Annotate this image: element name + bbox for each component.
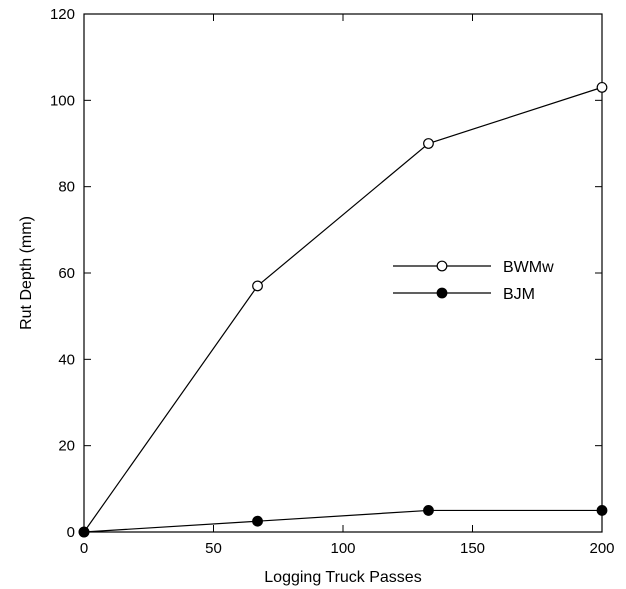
series-line-bjm (83, 509, 602, 533)
data-point-bjm (78, 526, 90, 538)
legend: BWMw BJM (393, 259, 554, 303)
legend-marker-bwmw (436, 260, 448, 272)
x-tick-label: 200 (589, 540, 614, 557)
data-point-bwmw (596, 81, 608, 93)
y-tick-label: 0 (67, 524, 75, 541)
legend-label-bwmw: BWMw (503, 259, 554, 276)
series-layer (78, 81, 608, 538)
y-tick-label: 100 (50, 92, 75, 109)
x-tick-label: 150 (460, 540, 485, 557)
x-tick-label: 50 (205, 540, 222, 557)
data-point-bjm (596, 505, 608, 516)
legend-label-bjm: BJM (503, 286, 535, 303)
y-tick-label: 20 (58, 438, 75, 455)
y-tick-label: 40 (58, 351, 75, 368)
series-line-bwmw (83, 86, 603, 533)
y-tick-label: 120 (50, 6, 75, 23)
x-tick-label: 0 (80, 540, 88, 557)
legend-marker-bjm (436, 287, 448, 299)
data-point-bwmw (423, 138, 434, 149)
y-axis-ticks: 0 20 40 60 80 100 120 (50, 6, 602, 541)
data-point-bjm (423, 505, 434, 516)
data-point-bwmw (252, 280, 263, 292)
y-tick-label: 60 (58, 265, 75, 282)
x-axis-ticks: 0 50 100 150 200 (80, 14, 615, 557)
x-tick-label: 100 (330, 540, 355, 557)
y-axis-label: Rut Depth (mm) (18, 216, 35, 330)
x-axis-label: Logging Truck Passes (264, 569, 421, 586)
data-point-bjm (252, 515, 263, 527)
y-tick-label: 80 (58, 179, 75, 196)
